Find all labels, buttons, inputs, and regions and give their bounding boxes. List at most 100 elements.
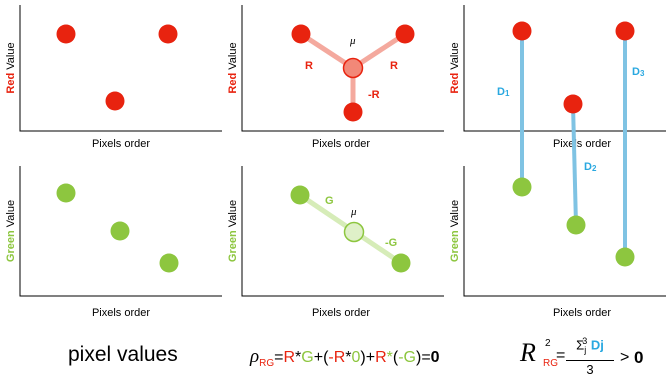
y-axis-label-color-word: Green [449, 230, 461, 262]
f2-plus1: +( [313, 349, 329, 366]
axis-lines [241, 166, 444, 297]
red-point [158, 24, 178, 44]
f2-times3: * [386, 349, 393, 366]
axis-lines [463, 5, 666, 132]
red-point [56, 24, 76, 44]
caption-pixel-values: pixel values [68, 343, 178, 366]
f2-result: 0 [430, 349, 440, 366]
fraction-bar [566, 359, 614, 361]
d2-label-main: D [584, 161, 592, 173]
red-point [343, 102, 363, 122]
deviation-line [351, 31, 407, 71]
distance-line-d2 [571, 103, 578, 226]
red-point [512, 21, 532, 41]
f2-r1: R [283, 349, 296, 366]
f2-minus-g: -G [398, 349, 416, 366]
x-axis-label: Pixels order [553, 138, 611, 150]
f2-close2: )= [416, 349, 431, 366]
d1-label-main: D [497, 86, 505, 98]
mean-point [342, 57, 364, 79]
green-point [290, 185, 310, 205]
rho-subscript: RG [259, 358, 275, 369]
fraction-numerator: Σj3 Dj [566, 332, 614, 359]
panel-green-mean: Green Value Pixels order μ G -G [227, 166, 444, 319]
sum-subscript: j [584, 344, 587, 355]
d2-label-sub: 2 [592, 164, 597, 173]
minus-g-deviation-label: -G [385, 237, 397, 249]
panel-red-green-distance: Red Value Green Value Pixels order Pixel… [449, 5, 666, 319]
axis-lines [19, 166, 222, 297]
f2-eq: = [274, 349, 284, 366]
x-axis-label: Pixels order [92, 138, 150, 150]
y-axis-label-color-word: Red [449, 73, 461, 94]
r-deviation-label: R [305, 60, 313, 72]
red-point [291, 24, 311, 44]
green-point [159, 253, 179, 273]
mean-point [343, 221, 365, 243]
red-point [615, 21, 635, 41]
panel-red-scatter: Red Value Pixels order [5, 5, 222, 150]
sum-superscript: 3 [582, 336, 588, 346]
d1-label-sub: 1 [505, 89, 510, 98]
y-axis-label: Green Value [227, 200, 239, 262]
red-point [563, 94, 583, 114]
f2-r2: R [375, 349, 387, 366]
f3-gt: > [620, 349, 630, 366]
d1-label: D1 [497, 86, 510, 98]
y-axis-label-rest: Value [227, 200, 239, 230]
f3-zero: 0 [634, 348, 644, 367]
correlation-formula: ρRG=R*G+(-R*0)+R*(-G)=0 [250, 346, 440, 369]
green-point [566, 215, 586, 235]
sum-symbol: Σ [576, 337, 585, 353]
dj-term: Dj [590, 337, 604, 353]
y-axis-label: Red Value [5, 42, 17, 93]
axis-lines [19, 5, 222, 132]
cal-r-subscript: RG [543, 358, 558, 369]
x-axis-label: Pixels order [312, 307, 370, 319]
axis-lines [241, 5, 444, 132]
mu-label: μ [350, 206, 357, 218]
x-axis-label: Pixels order [312, 138, 370, 150]
r-deviation-label: R [390, 60, 398, 72]
y-axis-label-color-word: Red [5, 73, 17, 94]
green-point [391, 253, 411, 273]
y-axis-label-rest: Value [5, 42, 17, 72]
green-point [512, 177, 532, 197]
deviation-line [299, 31, 355, 71]
y-axis-label-rest: Value [449, 200, 461, 230]
red-point [395, 24, 415, 44]
y-axis-label: Green Value [5, 200, 17, 262]
f2-zero-in: 0 [351, 349, 361, 366]
f2-times2: * [345, 349, 352, 366]
f2-minus-r: -R [328, 349, 346, 366]
panel-green-scatter: Green Value Pixels order [5, 166, 222, 319]
x-axis-label: Pixels order [92, 307, 150, 319]
f2-close1: )+ [360, 349, 376, 366]
red-point [105, 91, 125, 111]
cal-r-symbol: R [520, 338, 536, 367]
y-axis-label: Red Value [227, 42, 239, 93]
y-axis-label-color-word: Green [5, 230, 17, 262]
cal-r-superscript: 2 [545, 338, 551, 349]
y-axis-label: Green Value [449, 200, 461, 262]
axis-lines [463, 166, 666, 297]
fraction: Σj3 Dj 3 [566, 332, 614, 377]
f2-g1: G [301, 349, 314, 366]
minus-r-deviation-label: -R [368, 89, 380, 101]
d3-label: D3 [632, 66, 645, 78]
y-axis-label-rest: Value [5, 200, 17, 230]
y-axis-label-rest: Value [449, 42, 461, 72]
green-point [615, 247, 635, 267]
y-axis-label: Red Value [449, 42, 461, 93]
mu-label: μ [349, 35, 356, 47]
panel-red-mean: Red Value Pixels order μ R R -R [227, 5, 444, 150]
rho-symbol: ρ [250, 346, 260, 367]
d3-label-sub: 3 [640, 69, 645, 78]
d2-label: D2 [584, 161, 597, 173]
f3-eq: = [556, 347, 566, 364]
green-point [110, 221, 130, 241]
fraction-denominator: 3 [586, 361, 594, 377]
green-point [56, 183, 76, 203]
y-axis-label-color-word: Red [227, 73, 239, 94]
